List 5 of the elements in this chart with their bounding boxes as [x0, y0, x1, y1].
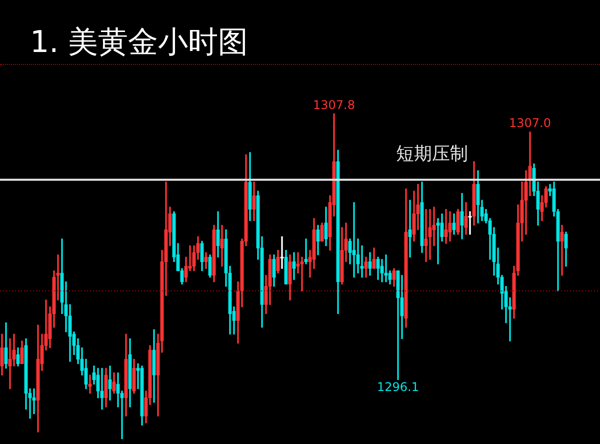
ref-line-label: 短期压制 — [396, 143, 468, 164]
annotation: 1307.0 — [509, 116, 551, 130]
chart-title: 1. 美黄金小时图 — [30, 24, 248, 62]
annotation: 1296.1 — [377, 380, 419, 394]
annotation: 1307.8 — [313, 98, 355, 112]
